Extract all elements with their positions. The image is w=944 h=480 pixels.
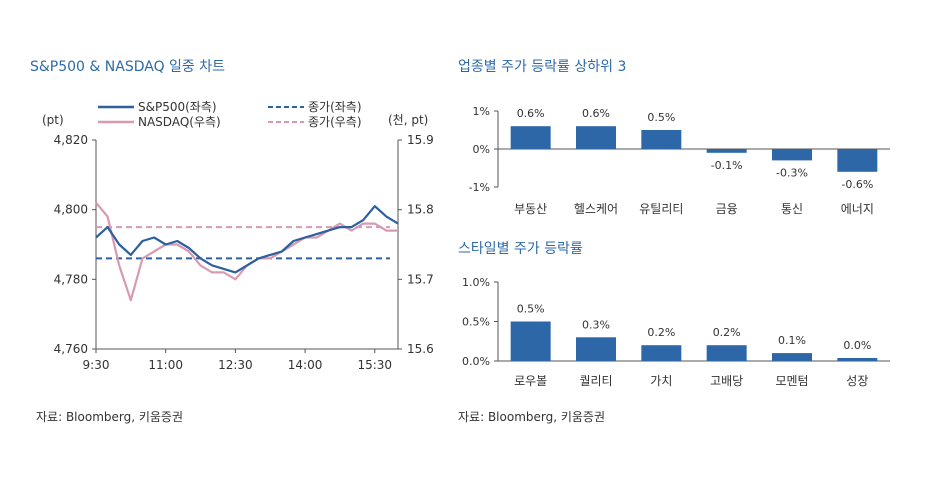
- right-source-note: 자료: Bloomberg, 키움증권: [458, 410, 606, 424]
- x-tick-label: 14:00: [288, 358, 323, 372]
- style-category-label-1: 퀄리티: [579, 374, 612, 388]
- style-data-label-3: 0.2%: [713, 326, 741, 339]
- sector-category-label-5: 에너지: [841, 202, 874, 216]
- sector-chart-title: 업종별 주가 등락률 상하위 3: [458, 59, 627, 75]
- sector-data-label-4: -0.3%: [776, 166, 808, 179]
- style-category-label-2: 가치: [650, 374, 672, 388]
- left-axis-unit: (pt): [42, 113, 64, 127]
- sector-y-tick-label: 1%: [473, 105, 490, 118]
- style-y-tick-label: 0.0%: [462, 355, 490, 368]
- style-data-label-0: 0.5%: [517, 303, 545, 316]
- sector-bar-2: [641, 130, 682, 149]
- left-y-tick-label: 4,820: [54, 133, 88, 147]
- style-bar-2: [641, 345, 682, 361]
- left-y-tick-label: 4,800: [54, 203, 88, 217]
- sector-y-tick-label: -1%: [469, 181, 490, 194]
- style-bar-4: [772, 353, 812, 361]
- x-tick-label: 11:00: [148, 358, 183, 372]
- legend-label-3: 종가(우측): [308, 115, 362, 129]
- style-y-tick-label: 1.0%: [462, 276, 490, 289]
- sector-bar-0: [510, 126, 551, 149]
- style-chart-title: 스타일별 주가 등락률: [458, 241, 583, 257]
- x-tick-label: 9:30: [83, 358, 110, 372]
- sector-category-label-4: 통신: [781, 202, 803, 216]
- sector-bar-4: [772, 149, 812, 161]
- right-axis-unit: (천, pt): [388, 112, 428, 127]
- right-y-tick-label: 15.6: [407, 342, 434, 356]
- sector-data-label-2: 0.5%: [647, 111, 675, 124]
- sector-bar-5: [837, 149, 878, 172]
- legend-label-1: NASDAQ(우측): [138, 115, 221, 129]
- sector-category-label-3: 금융: [716, 202, 738, 216]
- style-data-label-1: 0.3%: [582, 318, 610, 331]
- sector-data-label-5: -0.6%: [841, 178, 873, 191]
- x-tick-label: 12:30: [218, 358, 253, 372]
- style-data-label-4: 0.1%: [778, 334, 806, 347]
- left-chart-title: S&P500 & NASDAQ 일중 차트: [30, 59, 226, 75]
- series-line-0: [95, 205, 399, 274]
- style-category-label-5: 성장: [846, 374, 868, 388]
- sector-bar-3: [706, 149, 747, 153]
- sector-category-label-0: 부동산: [514, 202, 547, 216]
- style-y-tick-label: 0.5%: [462, 316, 490, 329]
- sector-category-label-2: 유틸리티: [639, 202, 683, 216]
- sector-bar-1: [576, 126, 616, 149]
- sector-data-label-1: 0.6%: [582, 107, 610, 120]
- style-category-label-3: 고배당: [710, 374, 743, 388]
- sector-data-label-0: 0.6%: [517, 107, 545, 120]
- right-y-tick-label: 15.7: [407, 272, 434, 286]
- x-tick-label: 15:30: [357, 358, 392, 372]
- left-source-note: 자료: Bloomberg, 키움증권: [36, 410, 184, 424]
- sector-category-label-1: 헬스케어: [574, 202, 618, 216]
- right-y-tick-label: 15.8: [407, 203, 434, 217]
- style-category-label-0: 로우볼: [514, 374, 547, 388]
- style-category-label-4: 모멘텀: [775, 374, 808, 388]
- left-y-tick-label: 4,780: [54, 272, 88, 286]
- style-data-label-2: 0.2%: [647, 326, 675, 339]
- style-bar-3: [706, 345, 747, 361]
- style-bar-0: [510, 321, 551, 361]
- right-y-tick-label: 15.9: [407, 133, 434, 147]
- style-data-label-5: 0.0%: [843, 339, 871, 352]
- legend-label-2: 종가(좌측): [308, 100, 362, 114]
- legend-label-0: S&P500(좌측): [138, 100, 217, 114]
- sector-data-label-3: -0.1%: [711, 159, 743, 172]
- style-bar-5: [837, 358, 878, 361]
- series-line-1: [95, 201, 398, 302]
- style-bar-1: [576, 337, 616, 361]
- sector-y-tick-label: 0%: [473, 143, 490, 156]
- left-y-tick-label: 4,760: [54, 342, 88, 356]
